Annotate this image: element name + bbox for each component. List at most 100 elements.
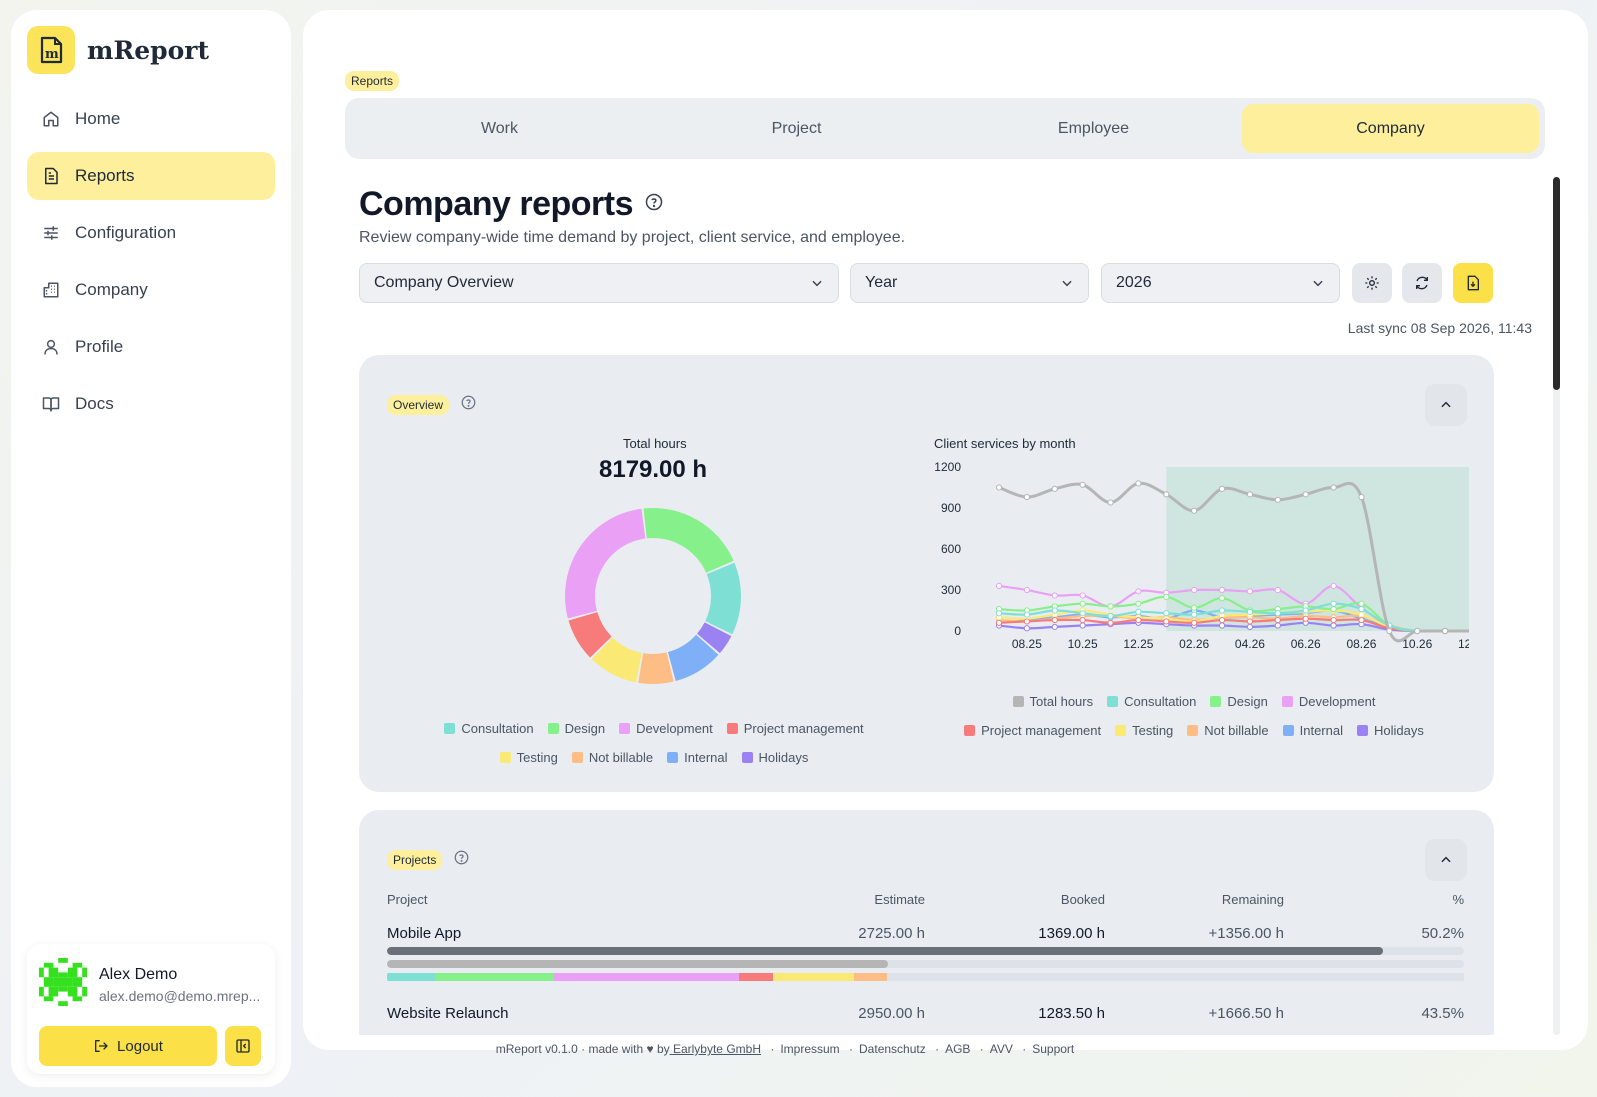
collapse-sidebar-button[interactable] <box>225 1026 261 1066</box>
data-point[interactable] <box>1358 606 1365 613</box>
help-icon[interactable] <box>461 395 476 415</box>
footer-link-avv[interactable]: AVV <box>989 1042 1013 1056</box>
data-point[interactable] <box>1107 499 1114 506</box>
data-point[interactable] <box>1163 618 1170 625</box>
tab-work[interactable]: Work <box>480 119 519 137</box>
donut-slice-not-billable[interactable] <box>638 652 674 684</box>
data-point[interactable] <box>1358 600 1365 607</box>
data-point[interactable] <box>1163 593 1170 600</box>
report-scroll-area[interactable]: Company reports Review company-wide time… <box>345 177 1560 1035</box>
report-type-select[interactable]: Company Overview <box>359 263 839 303</box>
data-point[interactable] <box>1135 616 1142 624</box>
legend-item-design[interactable]: Design <box>1210 694 1268 709</box>
data-point[interactable] <box>1358 616 1365 624</box>
data-point[interactable] <box>1274 610 1281 617</box>
data-point[interactable] <box>995 610 1003 617</box>
data-point[interactable] <box>1246 623 1254 630</box>
logout-button[interactable]: Logout <box>39 1026 217 1066</box>
data-point[interactable] <box>1246 491 1254 498</box>
data-point[interactable] <box>1191 586 1198 594</box>
data-point[interactable] <box>1274 586 1281 594</box>
legend-item-design[interactable]: Design <box>547 721 605 736</box>
tab-employee[interactable]: Employee <box>1057 119 1130 137</box>
data-point[interactable] <box>1358 493 1365 501</box>
data-point[interactable] <box>1330 606 1337 613</box>
data-point[interactable] <box>1218 485 1226 492</box>
data-point[interactable] <box>1107 619 1114 626</box>
data-point[interactable] <box>1051 485 1058 492</box>
data-point[interactable] <box>1218 586 1226 594</box>
sidebar-item-profile[interactable]: Profile <box>27 323 275 371</box>
data-point[interactable] <box>1386 627 1393 635</box>
data-point[interactable] <box>1163 491 1170 498</box>
data-point[interactable] <box>1079 592 1086 599</box>
data-point[interactable] <box>1163 610 1170 617</box>
data-point[interactable] <box>1051 623 1058 630</box>
data-point[interactable] <box>1135 608 1142 615</box>
legend-item-holidays[interactable]: Holidays <box>1357 723 1424 738</box>
help-icon[interactable] <box>645 193 663 216</box>
sidebar-item-home[interactable]: Home <box>27 95 275 143</box>
collapse-overview-button[interactable] <box>1425 384 1467 426</box>
refresh-button[interactable] <box>1402 263 1442 303</box>
data-point[interactable] <box>995 484 1003 491</box>
data-point[interactable] <box>1274 622 1281 629</box>
data-point[interactable] <box>1051 592 1058 599</box>
data-point[interactable] <box>1191 604 1198 611</box>
legend-item-consultation[interactable]: Consultation <box>444 721 534 736</box>
data-point[interactable] <box>1330 600 1337 607</box>
data-point[interactable] <box>1023 586 1030 594</box>
footer-company-link[interactable]: Earlybyte GmbH <box>669 1042 761 1056</box>
data-point[interactable] <box>1330 582 1337 590</box>
data-point[interactable] <box>1330 622 1337 629</box>
data-point[interactable] <box>995 619 1003 626</box>
legend-item-total-hours[interactable]: Total hours <box>1012 694 1093 709</box>
donut-slice-testing[interactable] <box>591 637 642 683</box>
sidebar-item-company[interactable]: Company <box>27 266 275 314</box>
brand[interactable]: m mReport <box>27 26 209 74</box>
data-point[interactable] <box>1274 496 1281 503</box>
data-point[interactable] <box>1023 625 1030 632</box>
donut-slice-holidays[interactable] <box>697 622 732 654</box>
data-point[interactable] <box>1302 491 1309 498</box>
legend-item-internal[interactable]: Internal <box>667 750 728 765</box>
data-point[interactable] <box>1218 622 1226 629</box>
settings-button[interactable] <box>1352 263 1392 303</box>
data-point[interactable] <box>1191 619 1198 626</box>
data-point[interactable] <box>1218 607 1226 614</box>
data-point[interactable] <box>1079 622 1086 629</box>
data-point[interactable] <box>1218 616 1226 624</box>
tab-project[interactable]: Project <box>771 119 822 137</box>
legend-item-testing[interactable]: Testing <box>1115 723 1173 738</box>
donut-slice-internal[interactable] <box>667 634 719 682</box>
help-icon[interactable] <box>454 850 469 870</box>
data-point[interactable] <box>1191 611 1198 618</box>
data-point[interactable] <box>1079 600 1086 607</box>
data-point[interactable] <box>1274 616 1281 624</box>
legend-item-internal[interactable]: Internal <box>1282 723 1343 738</box>
data-point[interactable] <box>1135 480 1142 487</box>
data-point[interactable] <box>1246 618 1254 625</box>
data-point[interactable] <box>1414 627 1421 635</box>
data-point[interactable] <box>1358 611 1365 618</box>
sidebar-item-docs[interactable]: Docs <box>27 380 275 428</box>
legend-item-holidays[interactable]: Holidays <box>741 750 808 765</box>
legend-item-project-management[interactable]: Project management <box>964 723 1101 738</box>
breadcrumb[interactable]: Reports <box>345 71 400 91</box>
data-point[interactable] <box>1079 610 1086 617</box>
legend-item-development[interactable]: Development <box>1281 694 1375 709</box>
donut-slice-design[interactable] <box>643 508 734 573</box>
legend-item-project-management[interactable]: Project management <box>726 721 864 736</box>
data-point[interactable] <box>995 582 1003 590</box>
data-point[interactable] <box>1135 588 1142 595</box>
legend-item-not-billable[interactable]: Not billable <box>1187 723 1269 738</box>
data-point[interactable] <box>1023 618 1030 625</box>
data-point[interactable] <box>1135 600 1142 607</box>
donut-slice-consultation[interactable] <box>705 562 741 635</box>
data-point[interactable] <box>1330 484 1337 491</box>
legend-item-testing[interactable]: Testing <box>499 750 558 765</box>
sidebar-item-reports[interactable]: Reports <box>27 152 275 200</box>
year-select[interactable]: 2026 <box>1101 263 1340 303</box>
data-point[interactable] <box>1191 507 1198 514</box>
donut-slice-development[interactable] <box>565 508 646 619</box>
